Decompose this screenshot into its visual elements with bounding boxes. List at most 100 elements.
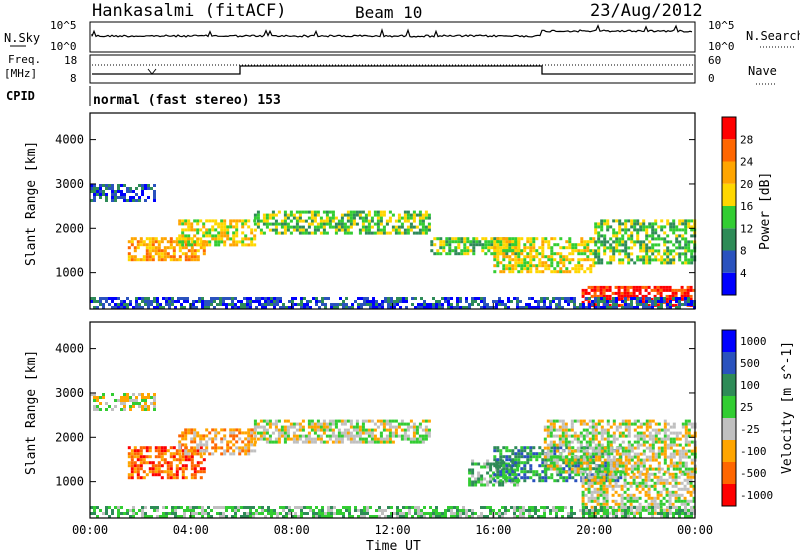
heatmap-cell [588, 443, 592, 447]
heatmap-cell [654, 243, 658, 247]
heatmap-cell [438, 300, 441, 303]
heatmap-cell [620, 487, 624, 491]
heatmap-cell [229, 434, 233, 438]
heatmap-cell [99, 402, 102, 405]
heatmap-cell [369, 506, 372, 509]
heatmap-cell [316, 437, 320, 441]
heatmap-cell [570, 515, 573, 518]
heatmap-cell [647, 502, 651, 506]
heatmap-cell [589, 249, 593, 253]
heatmap-cell [265, 437, 269, 441]
heatmap-cell [665, 300, 669, 304]
heatmap-cell [683, 499, 687, 503]
heatmap-cell [579, 449, 583, 453]
heatmap-cell [114, 196, 117, 199]
heatmap-cell [355, 213, 359, 217]
heatmap-cell [514, 479, 518, 483]
heatmap-cell [624, 470, 628, 474]
heatmap-cell [585, 428, 589, 432]
heatmap-cell [385, 219, 389, 223]
heatmap-cell [496, 249, 500, 253]
heatmap-cell [202, 252, 206, 256]
heatmap-cell [564, 425, 568, 429]
heatmap-cell [523, 446, 527, 450]
heatmap-cell [346, 228, 350, 232]
heatmap-cell [129, 515, 132, 518]
heatmap-cell [387, 515, 390, 518]
heatmap-cell [181, 434, 185, 438]
heatmap-cell [684, 240, 688, 244]
heatmap-cell [612, 506, 615, 509]
heatmap-cell [514, 252, 518, 256]
heatmap-cell [207, 506, 210, 509]
heatmap-cell [684, 443, 688, 447]
heatmap-cell [588, 425, 592, 429]
colorbar-tick-label: 28 [740, 133, 753, 146]
heatmap-cell [600, 261, 604, 265]
heatmap-cell [180, 515, 183, 518]
heatmap-cell [135, 303, 138, 306]
heatmap-cell [496, 473, 500, 477]
heatmap-cell [644, 484, 648, 488]
heatmap-cell [603, 252, 607, 256]
heatmap-cell [611, 478, 615, 482]
heatmap-cell [324, 303, 327, 306]
heatmap-cell [543, 470, 547, 474]
heatmap-cell [653, 505, 657, 509]
heatmap-cell [552, 458, 556, 462]
heatmap-cell [157, 473, 161, 477]
heatmap-cell [187, 249, 191, 253]
heatmap-cell [93, 512, 96, 515]
heatmap-cell [363, 303, 366, 306]
heatmap-cell [606, 434, 610, 438]
heatmap-cell [184, 464, 188, 468]
heatmap-cell [627, 452, 631, 456]
heatmap-cell [636, 464, 640, 468]
heatmap-cell [516, 509, 519, 512]
heatmap-cell [600, 461, 604, 465]
heatmap-cell [617, 294, 621, 298]
freq-right-tick-bottom: 0 [708, 72, 715, 85]
heatmap-cell [513, 297, 516, 300]
heatmap-cell [468, 306, 471, 309]
heatmap-cell [591, 509, 594, 512]
heatmap-cell [600, 431, 604, 435]
heatmap-cell [590, 499, 594, 503]
heatmap-cell [135, 187, 138, 190]
heatmap-cell [681, 237, 685, 241]
heatmap-cell [659, 478, 663, 482]
heatmap-cell [232, 225, 236, 229]
heatmap-cell [355, 425, 359, 429]
heatmap-cell [675, 509, 678, 512]
heatmap-cell [585, 461, 589, 465]
heatmap-cell [573, 512, 576, 515]
heatmap-cell [396, 303, 399, 306]
heatmap-cell [144, 300, 147, 303]
heatmap-cell [692, 499, 696, 503]
heatmap-cell [378, 506, 381, 509]
heatmap-cell [644, 508, 648, 512]
heatmap-cell [672, 506, 675, 509]
heatmap-cell [394, 219, 398, 223]
heatmap-cell [541, 252, 545, 256]
heatmap-cell [238, 449, 242, 453]
heatmap-cell [358, 425, 362, 429]
heatmap-cell [529, 267, 533, 271]
heatmap-cell [654, 431, 658, 435]
heatmap-cell [690, 234, 694, 238]
heatmap-cell [660, 237, 664, 241]
heatmap-cell [133, 455, 137, 459]
heatmap-cell [130, 455, 134, 459]
heatmap-cell [235, 440, 239, 444]
heatmap-cell [647, 493, 651, 497]
heatmap-cell [675, 467, 679, 471]
heatmap-cell [205, 440, 209, 444]
heatmap-cell [163, 249, 167, 253]
heatmap-cell [397, 219, 401, 223]
heatmap-cell [570, 440, 574, 444]
heatmap-cell [208, 219, 212, 223]
heatmap-cell [498, 300, 501, 303]
heatmap-cell [663, 440, 667, 444]
heatmap-cell [559, 458, 563, 462]
heatmap-cell [364, 219, 368, 223]
